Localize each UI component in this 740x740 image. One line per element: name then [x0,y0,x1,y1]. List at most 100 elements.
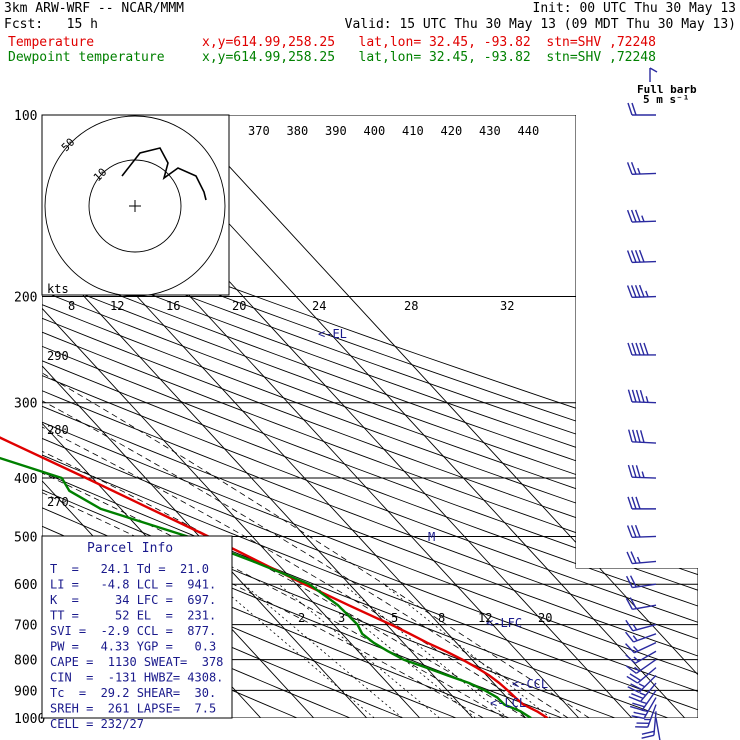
wind-barb-half [639,692,646,696]
wind-barb [627,429,657,444]
wind-barb-half [636,556,641,564]
wind-barb-full [625,575,633,588]
wind-barb-half [645,396,649,403]
dry-adiabat-line [42,115,698,718]
el-label: <-EL [318,327,347,341]
parcel-info-row: CAPE = 1130 SWEAT= 378 [50,655,223,669]
wind-barb-full [627,342,633,356]
wind-barb-full [635,496,641,510]
theta-label: 410 [402,124,424,138]
isotherm-line [42,115,474,718]
wind-barb [626,284,657,299]
wind-barb-full [636,722,650,725]
mixing-ratio-label: 2 [298,611,305,625]
dry-adiabat-line [42,115,698,718]
parcel-info-row: PW = 4.33 YGP = 0.3 [50,640,216,654]
plot-frame [42,115,698,718]
forecast-hour: Fcst: 15 h [4,17,98,32]
wind-barb-full [634,284,641,298]
mixing-ratio-label: 5 [391,611,398,625]
pressure-tick-label: 800 [14,654,37,669]
wind-barb-half [634,666,641,672]
model-title: 3km ARW-WRF -- NCAR/MMM [4,1,185,16]
mixing-ratio-label: 16 [166,299,180,313]
mixing-ratio-line [243,583,403,718]
wind-barb [625,597,657,611]
wind-barb-full [630,285,637,298]
wind-barb-staff [631,260,657,264]
wind-barb-full [630,683,643,691]
lcl-label: <-LCL [490,696,526,710]
theta-label: 390 [325,124,347,138]
wind-barb [626,551,657,565]
wind-barb-full [625,643,635,654]
isotherm-line [181,115,698,718]
level-annotations: <-EL <-LFC <-CCL <-LCL M [318,327,548,710]
dewpoint-location: x,y=614.99,258.25 lat,lon= 32.45, -93.82… [202,50,656,65]
mixing-ratio-label: 8 [438,611,445,625]
dry-adiabat-line [42,115,698,718]
wind-barb [625,631,657,643]
pressure-tick-label: 700 [14,619,37,634]
wind-barb-full [630,525,637,538]
wind-barb-full [626,209,633,223]
wind-barb-full [638,249,645,263]
m-label: M [428,530,435,544]
wind-barb [627,496,656,510]
wind-barb [628,682,657,703]
dry-adiabat-line [42,115,698,718]
wind-barb-full [626,285,633,298]
wind-barb-full [635,465,641,478]
wind-barb [627,342,656,356]
theta-label: 370 [248,124,270,138]
hodograph-trace [121,147,207,201]
wind-barb-half [637,167,641,175]
wind-barb-full [629,575,637,588]
wind-barb-full [631,429,637,443]
dry-adiabat-line [42,115,404,718]
wind-barb-full [639,389,645,403]
wind-barb-full [639,430,645,443]
dry-adiabat-line [42,115,698,718]
temperature-line [0,436,549,718]
mixing-ratio-label: 3 [338,611,345,625]
wind-barb-staff [631,535,657,539]
mixing-ratio-line [278,583,440,718]
wind-barb-full [635,429,641,443]
wind-barb [627,102,656,116]
moist-adiabat-line [42,296,484,718]
wind-barb [626,524,657,539]
wind-barb-full [627,102,633,116]
wind-barb-full [634,250,641,263]
wind-barb-full [635,726,648,728]
dry-adiabat-line [42,115,698,718]
wind-barb-full [631,389,637,403]
wind-barb-full [629,597,637,609]
hodograph-ring [44,115,226,297]
wind-barb [626,209,657,223]
mixing-ratio-label: 20 [538,611,552,625]
pressure-tick-label: 600 [14,578,37,593]
wind-barb-full [641,730,655,735]
dry-adiabat-line [42,115,698,718]
wind-barb-full [629,705,643,711]
dry-adiabat-line [42,115,698,718]
dry-adiabat-line [42,115,698,718]
wind-barb [625,642,657,654]
theta-label: 280 [47,423,69,437]
wind-barb-full [639,342,645,356]
wind-barb [627,464,657,479]
moist-adiabat-line [42,296,548,718]
parcel-info-row: LI = -4.8 LCL = 941. [50,578,216,592]
theta-label: 290 [47,349,69,363]
wind-barb-full [635,389,641,403]
mixing-ratio-label: 28 [404,299,418,313]
wind-barb-staff [653,711,657,736]
wind-barb-staff [633,642,657,654]
mixing-ratio-label: 20 [232,299,246,313]
wind-barb-full [626,525,633,538]
dry-adiabat-line [42,115,698,718]
wind-barb [625,575,657,589]
pressure-tick-label: 1000 [14,712,45,727]
wind-barb [655,717,661,740]
